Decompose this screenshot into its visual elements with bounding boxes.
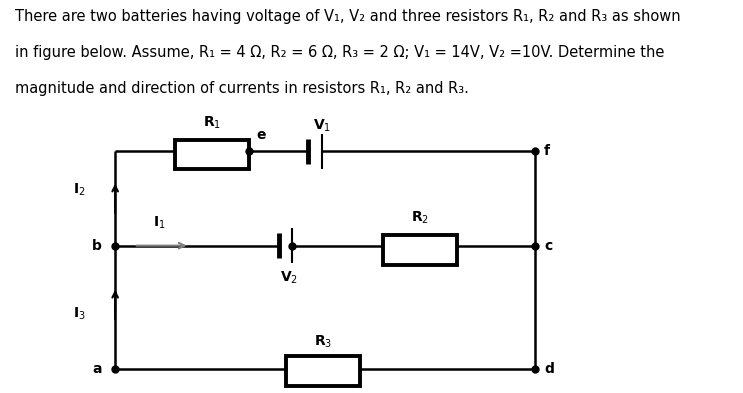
Text: There are two batteries having voltage of V₁, V₂ and three resistors R₁, R₂ and : There are two batteries having voltage o…: [15, 9, 681, 24]
Text: f: f: [544, 144, 550, 158]
Text: R$_1$: R$_1$: [203, 114, 221, 130]
Bar: [175, 140, 249, 169]
Text: I$_1$: I$_1$: [154, 215, 166, 231]
Text: R$_2$: R$_2$: [411, 210, 429, 226]
Text: a: a: [92, 362, 102, 376]
Text: c: c: [544, 239, 552, 253]
Text: b: b: [92, 239, 102, 253]
Text: I$_2$: I$_2$: [73, 182, 85, 198]
Text: in figure below. Assume, R₁ = 4 Ω, R₂ = 6 Ω, R₃ = 2 Ω; V₁ = 14V, V₂ =10V. Determ: in figure below. Assume, R₁ = 4 Ω, R₂ = …: [15, 45, 664, 60]
Text: magnitude and direction of currents in resistors R₁, R₂ and R₃.: magnitude and direction of currents in r…: [15, 81, 469, 96]
Text: d: d: [544, 362, 554, 376]
Text: I$_3$: I$_3$: [73, 305, 85, 321]
Bar: [286, 356, 360, 386]
Text: e: e: [256, 129, 266, 142]
Text: V$_2$: V$_2$: [280, 269, 298, 286]
Text: V$_1$: V$_1$: [314, 117, 331, 134]
Text: R$_3$: R$_3$: [314, 334, 332, 350]
Bar: [383, 235, 457, 265]
